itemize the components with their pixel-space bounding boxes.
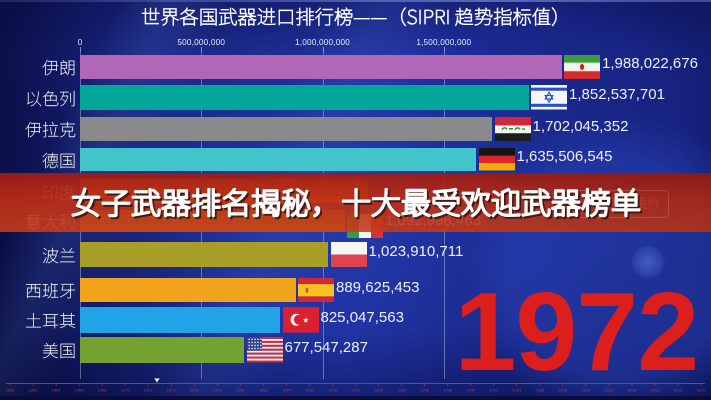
svg-text:1988: 1988 xyxy=(328,388,338,393)
svg-text:2016: 2016 xyxy=(650,388,660,393)
svg-text:1968: 1968 xyxy=(98,388,108,393)
svg-text:1962: 1962 xyxy=(29,388,39,393)
svg-text:1990: 1990 xyxy=(351,388,361,393)
svg-text:2004: 2004 xyxy=(512,388,522,393)
svg-text:1970: 1970 xyxy=(121,388,131,393)
svg-text:2002: 2002 xyxy=(489,388,499,393)
svg-text:1996: 1996 xyxy=(420,388,430,393)
svg-text:1972: 1972 xyxy=(144,388,154,393)
svg-text:2014: 2014 xyxy=(627,388,637,393)
svg-text:1978: 1978 xyxy=(213,388,223,393)
svg-text:2008: 2008 xyxy=(558,388,568,393)
svg-text:1982: 1982 xyxy=(259,388,269,393)
svg-text:1998: 1998 xyxy=(443,388,453,393)
svg-text:2020: 2020 xyxy=(697,388,707,393)
svg-text:2000: 2000 xyxy=(466,388,476,393)
svg-text:2010: 2010 xyxy=(581,388,591,393)
svg-text:2018: 2018 xyxy=(674,388,684,393)
svg-text:1994: 1994 xyxy=(397,388,407,393)
svg-text:1980: 1980 xyxy=(236,388,246,393)
svg-text:1966: 1966 xyxy=(75,388,85,393)
svg-text:1974: 1974 xyxy=(167,388,177,393)
svg-text:1964: 1964 xyxy=(52,388,62,393)
svg-text:1986: 1986 xyxy=(305,388,315,393)
svg-text:2012: 2012 xyxy=(604,388,614,393)
svg-text:1984: 1984 xyxy=(282,388,292,393)
svg-text:1976: 1976 xyxy=(190,388,200,393)
svg-text:2006: 2006 xyxy=(535,388,545,393)
svg-text:1960: 1960 xyxy=(6,388,16,393)
svg-text:1992: 1992 xyxy=(374,388,384,393)
